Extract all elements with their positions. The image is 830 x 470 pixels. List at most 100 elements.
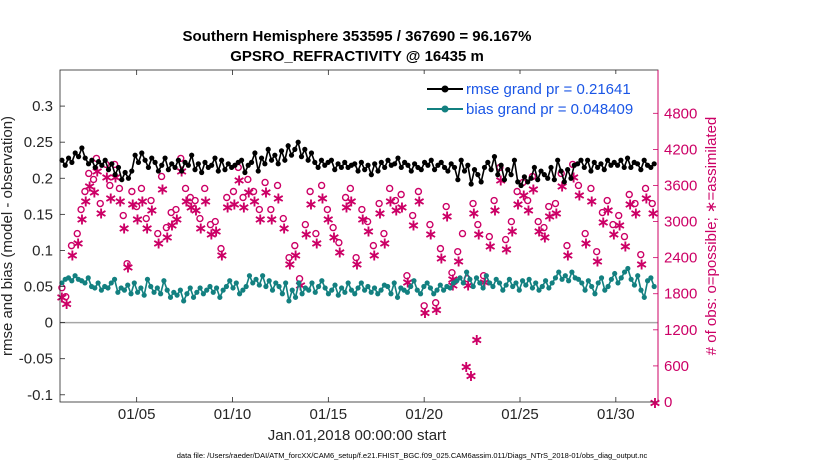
rmse-point xyxy=(335,161,341,167)
obs-assimilated-marker: ∗ xyxy=(141,219,154,238)
bias-point xyxy=(329,287,335,293)
bias-point xyxy=(325,291,332,297)
obs-assimilated-marker: ∗ xyxy=(543,207,556,226)
obs-possible-marker xyxy=(551,199,560,208)
rmse-point xyxy=(162,155,168,161)
rmse-point xyxy=(332,167,338,173)
bias-point xyxy=(493,276,499,282)
rmse-point xyxy=(265,146,271,152)
obs-assimilated-marker: ∗ xyxy=(88,182,101,201)
obs-assimilated-marker: ∗ xyxy=(446,270,459,289)
obs-assimilated-marker: ∗ xyxy=(472,225,485,244)
obs-possible-marker xyxy=(96,199,104,208)
rmse-point xyxy=(372,161,378,167)
y-left-tick-label: 0.15 xyxy=(24,206,53,223)
x-tick-label: 01/10 xyxy=(214,406,252,423)
obs-possible-marker xyxy=(581,229,589,238)
bias-point xyxy=(319,278,325,284)
obs-assimilated-marker: ∗ xyxy=(550,204,563,223)
rmse-point xyxy=(295,139,301,145)
bias-point xyxy=(516,287,522,293)
obs-assimilated-marker: ∗ xyxy=(567,167,580,186)
obs-assimilated-marker: ∗ xyxy=(194,219,207,238)
obs-possible-marker xyxy=(523,196,532,205)
obs-possible-marker xyxy=(420,302,428,310)
bias-point xyxy=(260,273,266,279)
rmse-point xyxy=(412,161,418,167)
bias-point xyxy=(519,278,526,284)
rmse-point xyxy=(209,162,215,168)
rmse-point xyxy=(169,161,175,167)
obs-assimilated-marker: ∗ xyxy=(390,201,403,220)
obs-possible-marker xyxy=(620,232,629,241)
bias-point xyxy=(467,276,473,282)
rmse-point xyxy=(115,164,122,171)
bias-point xyxy=(539,283,545,290)
bias-point xyxy=(174,292,180,298)
obs-assimilated-marker: ∗ xyxy=(467,204,480,223)
bias-point xyxy=(276,283,282,290)
obs-possible-marker xyxy=(273,181,282,190)
rmse-point xyxy=(378,159,384,165)
bias-point xyxy=(210,289,216,295)
bias-point xyxy=(598,275,605,281)
rmse-point xyxy=(581,164,587,171)
rmse-point xyxy=(268,157,275,163)
bias-point xyxy=(506,276,512,282)
rmse-point xyxy=(242,169,248,176)
obs-assimilated-marker: ∗ xyxy=(356,210,369,229)
rmse-point xyxy=(109,161,115,167)
bias-point xyxy=(59,280,65,286)
obs-assimilated-marker: ∗ xyxy=(452,252,465,271)
rmse-point xyxy=(465,162,471,168)
rmse-point xyxy=(308,150,315,156)
obs-possible-marker xyxy=(77,205,85,214)
obs-assimilated-marker: ∗ xyxy=(248,192,261,211)
bias-point xyxy=(414,287,420,293)
obs-possible-marker xyxy=(267,205,275,214)
rmse-point xyxy=(648,164,654,171)
obs-assimilated-marker: ∗ xyxy=(100,167,113,186)
obs-assimilated-marker: ∗ xyxy=(121,258,134,277)
obs-possible-marker xyxy=(448,268,456,277)
obs-possible-marker xyxy=(426,220,434,229)
bias-point xyxy=(181,298,187,304)
obs-possible-marker xyxy=(62,293,70,301)
rmse-point xyxy=(468,181,474,187)
bias-point xyxy=(635,273,641,279)
bias-point xyxy=(371,285,378,291)
obs-assimilated-marker: ∗ xyxy=(470,330,483,349)
bias-point xyxy=(279,291,285,297)
rmse-point xyxy=(185,162,191,168)
rmse-point xyxy=(272,152,278,158)
y-left-tick-label: 0 xyxy=(45,315,53,332)
rmse-point xyxy=(624,155,631,161)
bias-point xyxy=(250,280,256,286)
rmse-point xyxy=(518,182,524,189)
bias-point xyxy=(184,291,190,297)
obs-possible-marker xyxy=(603,196,611,205)
obs-possible-marker xyxy=(285,253,293,262)
obs-assimilated-marker: ∗ xyxy=(237,198,250,217)
bias-point xyxy=(575,276,582,282)
rmse-point xyxy=(252,150,258,156)
obs-assimilated-marker: ∗ xyxy=(75,210,88,229)
obs-assimilated-marker: ∗ xyxy=(185,198,198,217)
bias-point xyxy=(621,269,628,275)
bias-point xyxy=(69,278,75,284)
rmse-point xyxy=(551,177,557,183)
obs-possible-marker xyxy=(229,187,238,196)
x-tick-label: 01/25 xyxy=(501,406,539,423)
x-tick-label: 01/15 xyxy=(310,406,348,423)
bias-point xyxy=(480,285,486,291)
obs-possible-marker xyxy=(306,187,314,196)
obs-possible-marker xyxy=(507,217,516,226)
rmse-point xyxy=(585,157,591,163)
obs-assimilated-marker: ∗ xyxy=(561,246,574,265)
bias-point xyxy=(148,283,154,290)
bias-point xyxy=(138,285,144,291)
bias-point xyxy=(378,287,384,293)
rmse-point xyxy=(199,169,205,176)
bias-point xyxy=(154,285,160,291)
